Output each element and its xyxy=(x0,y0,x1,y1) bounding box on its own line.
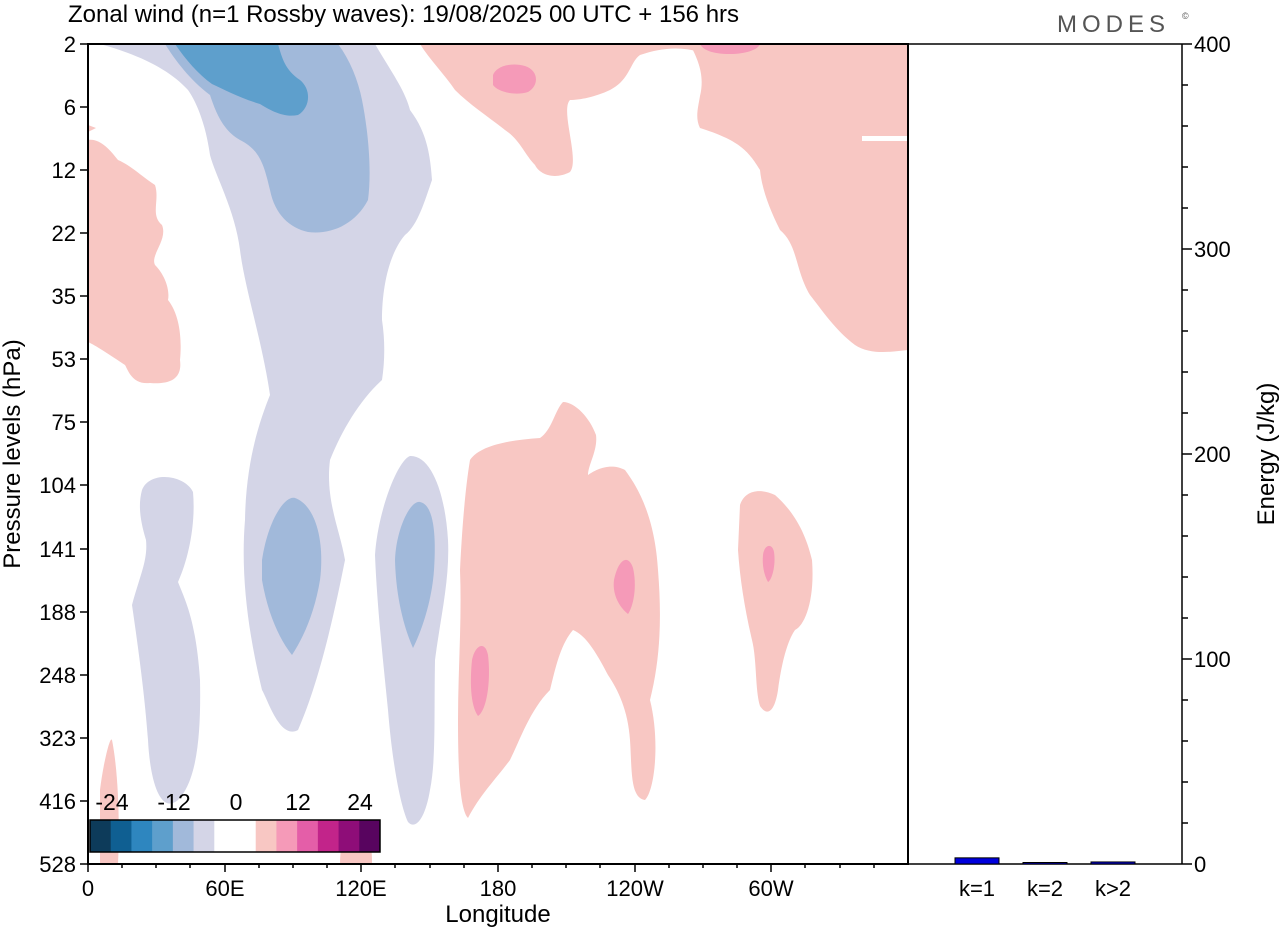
colorbar-cell xyxy=(235,820,257,852)
energy-y-tick-label: 0 xyxy=(1194,852,1206,877)
contour-pos-moderate-upper-b xyxy=(700,44,760,54)
contour-pos-weak-upper-right-2 xyxy=(690,44,908,353)
colorbar-cell xyxy=(338,820,360,852)
energy-bar xyxy=(1022,862,1068,865)
energy-bar xyxy=(1090,861,1136,865)
colorbar-cell xyxy=(172,820,195,852)
colorbar-tick-label: 0 xyxy=(230,789,243,815)
contour-neg-strong-upper xyxy=(175,44,309,116)
brand-logo: MODES xyxy=(1057,11,1170,38)
y-tick-label: 188 xyxy=(39,600,76,625)
colorbar-tick-label: -12 xyxy=(157,789,190,815)
chart-title: Zonal wind (n=1 Rossby waves): 19/08/202… xyxy=(68,1,739,28)
energy-y-axis xyxy=(1182,43,1192,865)
energy-y-tick-label: 200 xyxy=(1194,442,1231,467)
contour-pos-weak-edge-left xyxy=(88,125,96,132)
energy-y-tick-label: 100 xyxy=(1194,647,1231,672)
colorbar-cell xyxy=(131,820,153,852)
colorbar-cell xyxy=(317,820,340,852)
y-tick-label: 141 xyxy=(39,537,76,562)
x-tick-label: 180 xyxy=(480,876,517,901)
contour-pos-moderate-60w xyxy=(762,545,775,582)
x-tick-label: 60E xyxy=(205,876,244,901)
y-tick-label: 248 xyxy=(39,663,76,688)
energy-bars xyxy=(954,857,1136,865)
contour-neg-moderate-140e xyxy=(395,501,435,648)
y-tick-label: 323 xyxy=(39,726,76,751)
y-tick-label: 2 xyxy=(64,32,76,57)
heatmap-x-axis-label: Longitude xyxy=(445,901,550,928)
colorbar: -24 -12 0 12 24 xyxy=(89,789,381,853)
y-tick-label: 6 xyxy=(64,95,76,120)
heatmap-y-axis xyxy=(80,43,88,865)
heatmap-y-tick-labels: 2 6 12 22 35 53 75 104 141 188 248 323 4… xyxy=(39,32,76,877)
colorbar-frame xyxy=(89,819,381,853)
energy-x-tick-labels: k=1 k=2 k>2 xyxy=(959,876,1131,901)
colorbar-tick-label: 24 xyxy=(347,789,373,815)
y-tick-label: 22 xyxy=(52,221,76,246)
colorbar-cell xyxy=(276,820,298,852)
colorbar-cell xyxy=(152,820,174,852)
energy-x-tick-label: k>2 xyxy=(1095,876,1131,901)
contour-pos-weak-mid xyxy=(458,402,660,818)
heatmap-plot-area xyxy=(88,44,908,864)
contour-neg-moderate-90e xyxy=(262,497,322,655)
colorbar-cell xyxy=(297,820,319,852)
colorbar-cell xyxy=(214,820,236,852)
energy-bar xyxy=(954,857,1000,865)
energy-y-tick-label: 400 xyxy=(1194,32,1231,57)
contour-pos-weak-upper-left xyxy=(88,139,181,384)
contour-neg-moderate-upper xyxy=(165,44,370,233)
colorbar-cell xyxy=(90,820,112,852)
y-tick-label: 53 xyxy=(52,347,76,372)
x-tick-label: 120E xyxy=(335,876,386,901)
colorbar-cell xyxy=(110,820,132,852)
energy-y-tick-label: 300 xyxy=(1194,237,1231,262)
brand-mark: © xyxy=(1182,11,1189,21)
colorbar-cells xyxy=(90,820,381,852)
x-tick-label: 120W xyxy=(606,876,664,901)
contour-neg-weak-col-30e xyxy=(132,477,201,804)
contour-pos-white-notch xyxy=(862,136,908,141)
colorbar-tick-label: -24 xyxy=(95,789,128,815)
colorbar-tick-label: 12 xyxy=(285,789,311,815)
colorbar-cell xyxy=(193,820,215,852)
colorbar-cell xyxy=(255,820,277,852)
heatmap-x-axis xyxy=(87,864,875,872)
colorbar-cell xyxy=(359,820,381,852)
y-tick-label: 35 xyxy=(52,284,76,309)
energy-y-tick-labels: 0 100 200 300 400 xyxy=(1194,32,1231,877)
contour-pos-moderate-upper-a xyxy=(493,64,536,94)
y-tick-label: 12 xyxy=(52,158,76,183)
y-tick-label: 75 xyxy=(52,410,76,435)
contour-pos-weak-60w xyxy=(738,491,813,712)
heatmap-y-axis-label: Pressure levels (hPa) xyxy=(0,339,26,568)
energy-x-tick-label: k=2 xyxy=(1027,876,1063,901)
x-tick-label: 60W xyxy=(748,876,793,901)
energy-x-tick-label: k=1 xyxy=(959,876,995,901)
y-tick-label: 528 xyxy=(39,852,76,877)
x-tick-label: 0 xyxy=(82,876,94,901)
contour-pos-moderate-175e xyxy=(470,645,489,716)
y-tick-label: 416 xyxy=(39,789,76,814)
y-tick-label: 104 xyxy=(39,473,76,498)
contour-pos-moderate-120w xyxy=(613,559,635,614)
energy-y-axis-label: Energy (J/kg) xyxy=(1253,383,1280,526)
heatmap-x-tick-labels: 0 60E 120E 180 120W 60W xyxy=(82,876,794,901)
